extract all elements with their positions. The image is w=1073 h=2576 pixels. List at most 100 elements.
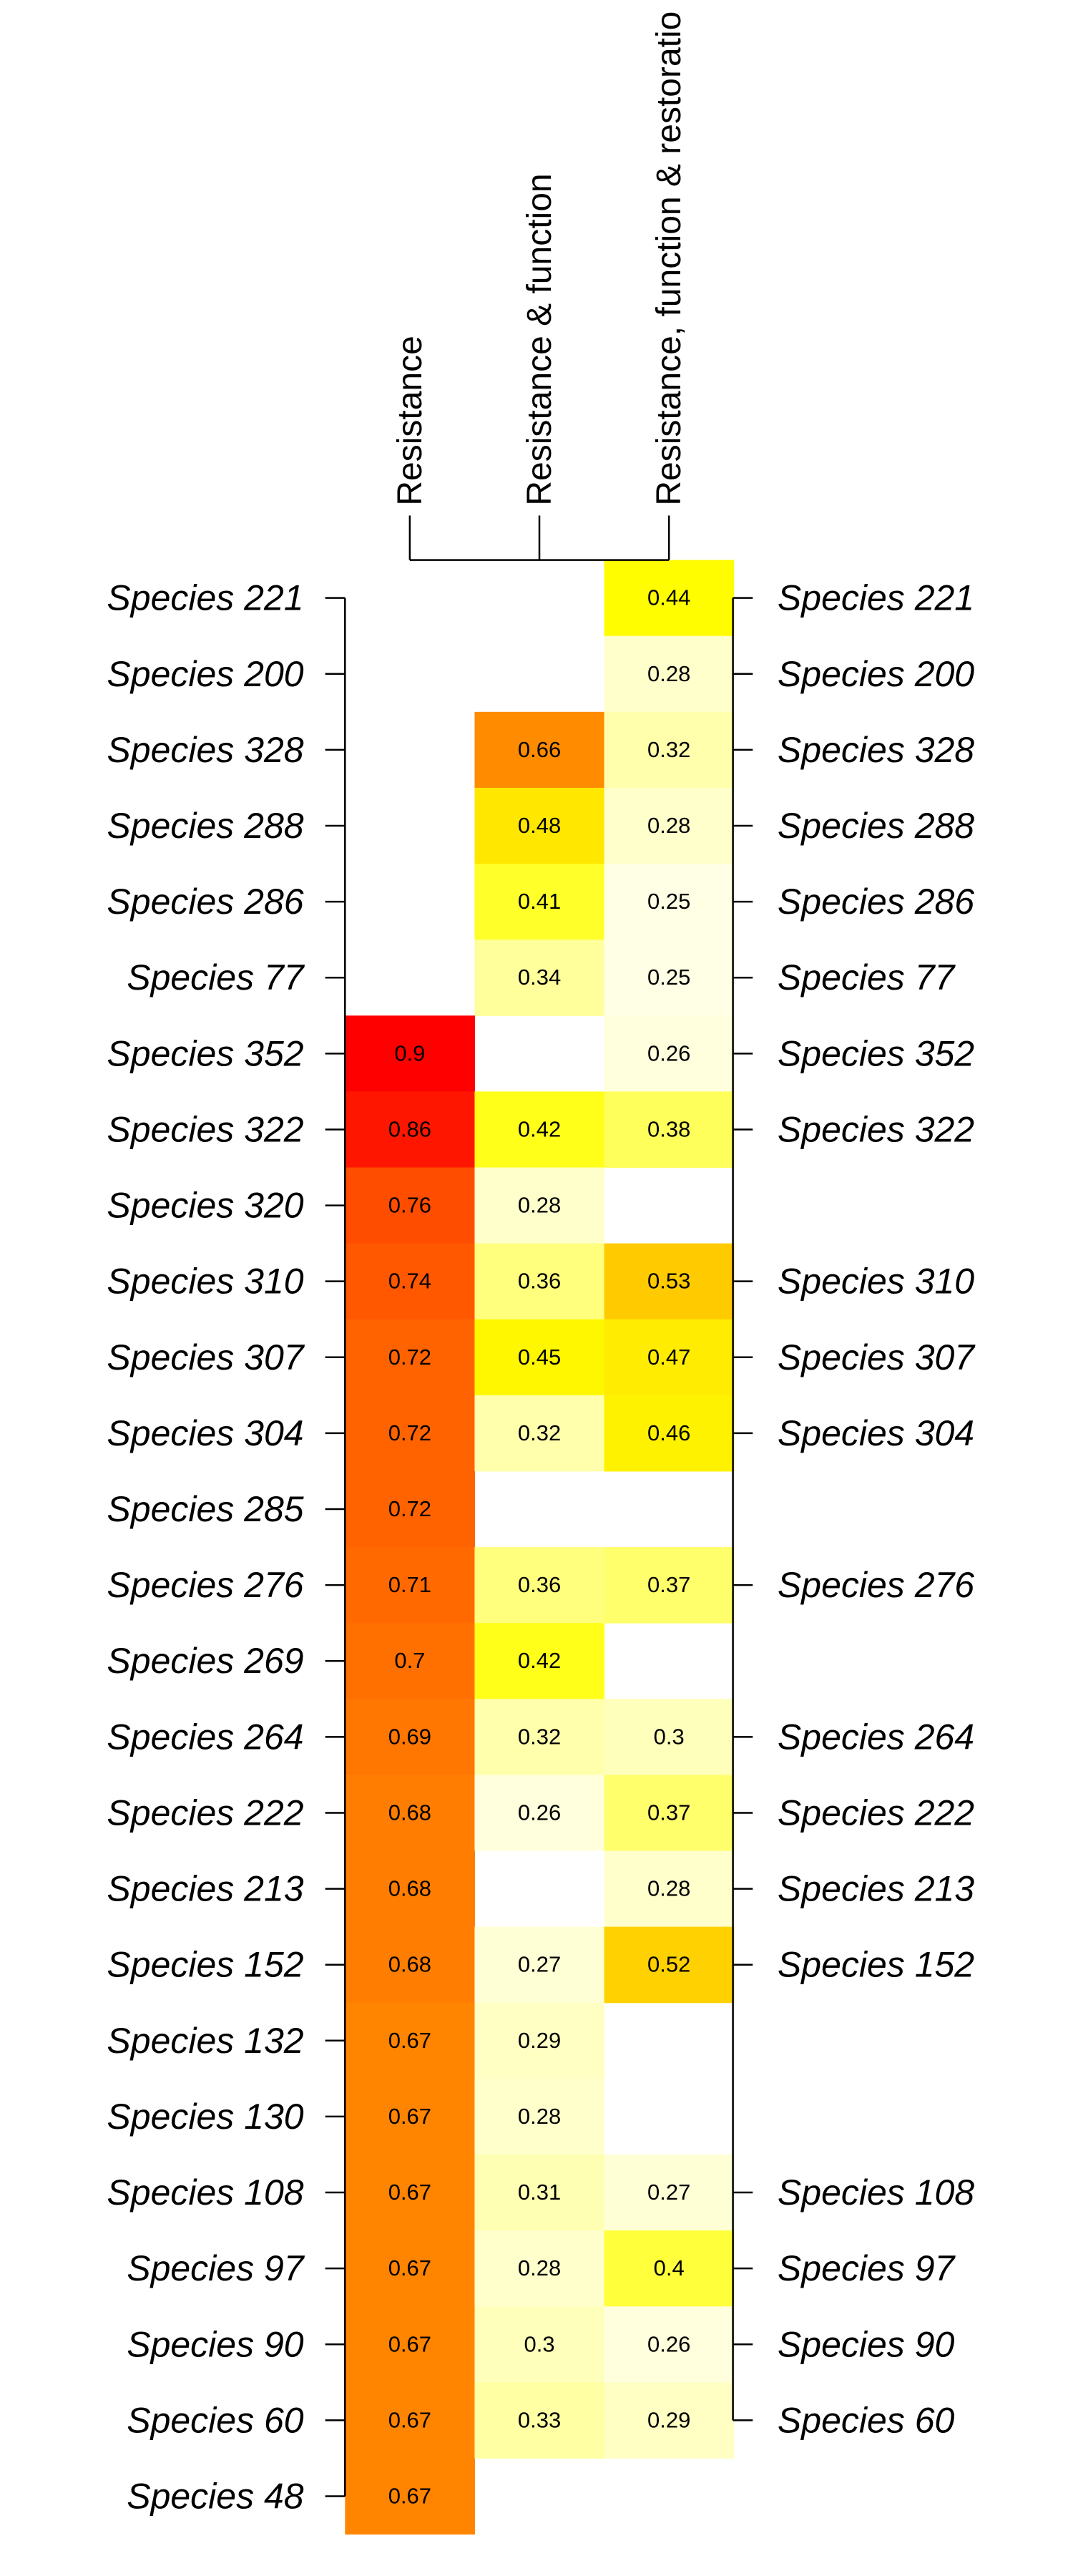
heatmap-cell: [345, 2382, 475, 2459]
cell-value-label: 0.31: [518, 2180, 561, 2205]
cell-value-label: 0.32: [518, 1724, 561, 1749]
heatmap-cell: [474, 1167, 605, 1244]
heatmap-cell: [604, 711, 735, 789]
heatmap-cell: [345, 1850, 475, 1928]
row-label-left: Species 108: [107, 2172, 303, 2212]
cell-value-label: 0.28: [647, 1876, 690, 1901]
row-label-left: Species 97: [127, 2248, 305, 2288]
row-label-left: Species 132: [107, 2021, 303, 2061]
cell-value-label: 0.71: [388, 1572, 431, 1597]
heatmap-cell: [345, 2306, 475, 2383]
heatmap-cell: [474, 2078, 605, 2155]
row-label-left: Species 320: [107, 1186, 303, 1226]
cell-value-label: 0.34: [518, 965, 561, 990]
cell-value-label: 0.42: [518, 1116, 561, 1141]
cell-value-label: 0.36: [518, 1269, 561, 1294]
row-label-right: Species 90: [778, 2324, 955, 2364]
row-label-right: Species 310: [778, 1262, 974, 1302]
row-label-left: Species 221: [107, 578, 303, 618]
cell-value-label: 0.29: [518, 2028, 561, 2053]
row-label-right: Species 322: [778, 1109, 974, 1149]
row-label-left: Species 307: [107, 1337, 305, 1377]
heatmap-cell: [604, 2382, 735, 2459]
cell-value-label: 0.76: [388, 1193, 431, 1218]
heatmap-cell: [345, 2154, 475, 2231]
row-label-left: Species 77: [127, 957, 305, 997]
row-label-left: Species 152: [107, 1945, 303, 1985]
row-label-left: Species 288: [107, 806, 303, 846]
axes: [325, 597, 753, 2497]
heatmap-cell: [474, 2382, 605, 2459]
heatmap-cell: [345, 1926, 475, 2004]
row-label-left: Species 352: [107, 1033, 303, 1073]
heatmap-cell: [345, 2078, 475, 2155]
heatmap-cell: [474, 1395, 605, 1472]
cell-value-label: 0.72: [388, 1345, 431, 1370]
row-label-right: Species 222: [778, 1792, 974, 1833]
heatmap-cell: [474, 1926, 605, 2004]
cell-value-label: 0.67: [388, 2255, 431, 2280]
cell-value-label: 0.36: [518, 1572, 561, 1597]
cell-value-label: 0.38: [647, 1116, 690, 1141]
row-label-left: Species 269: [107, 1641, 303, 1681]
row-label-right: Species 288: [778, 806, 974, 846]
cell-value-label: 0.74: [388, 1269, 431, 1294]
heatmap-cell: [345, 1015, 475, 1092]
cell-value-labels: 0.44 0.28 0.66 0.32 0.48 0.28 0.41 0.25 0.34 0.25…: [388, 585, 691, 2509]
cell-value-label: 0.41: [518, 889, 561, 914]
heatmap-cell: [604, 1015, 735, 1092]
cell-value-label: 0.67: [388, 2028, 431, 2053]
cell-value-label: 0.28: [647, 813, 690, 838]
cell-value-label: 0.25: [647, 889, 690, 914]
row-label-left: Species 60: [127, 2400, 304, 2440]
cell-value-label: 0.72: [388, 1420, 431, 1445]
heatmap-cell: [474, 1699, 605, 1775]
cell-value-label: 0.67: [388, 2407, 431, 2432]
heatmap-cell: [604, 1547, 735, 1624]
cell-value-label: 0.37: [647, 1572, 690, 1597]
cell-value-label: 0.3: [524, 2331, 554, 2356]
row-label-right: Species 352: [778, 1033, 974, 1073]
cell-value-label: 0.69: [388, 1724, 431, 1749]
heatmap-cell: [604, 1395, 735, 1472]
cell-value-label: 0.67: [388, 2104, 431, 2129]
cell-value-label: 0.72: [388, 1496, 431, 1521]
row-label-right: Species 97: [778, 2248, 956, 2288]
heatmap-cell: [345, 1319, 475, 1396]
heatmap-cell: [345, 1775, 475, 1852]
cell-value-label: 0.25: [647, 965, 690, 990]
cell-value-label: 0.26: [647, 1040, 690, 1065]
heatmap-cell: [604, 787, 735, 864]
heatmap-cell: [604, 1243, 735, 1320]
heatmap-cell: [345, 1243, 475, 1320]
row-label-left: Species 130: [107, 2097, 303, 2137]
heatmap-cell: [474, 940, 605, 1016]
heatmap-cell: [604, 1850, 735, 1928]
row-label-left: Species 200: [107, 654, 303, 694]
cell-value-label: 0.66: [518, 737, 561, 762]
left-row-labels: Species 221 Species 200 Species 328 Species…: [107, 578, 305, 2517]
row-label-left: Species 310: [107, 1262, 303, 1302]
cell-value-label: 0.29: [647, 2407, 690, 2432]
heatmap-cell: [604, 1926, 735, 2004]
cell-value-label: 0.67: [388, 2180, 431, 2205]
heatmap-cell: [345, 2458, 475, 2535]
cell-value-label: 0.32: [518, 1420, 561, 1445]
cell-value-label: 0.7: [394, 1648, 425, 1673]
cell-value-label: 0.27: [518, 1952, 561, 1977]
row-label-right: Species 286: [778, 882, 974, 922]
cell-value-label: 0.37: [647, 1800, 690, 1825]
heatmap-cell: [604, 2306, 735, 2383]
heatmap-cell: [474, 864, 605, 940]
row-label-right: Species 264: [778, 1717, 974, 1757]
cell-value-label: 0.33: [518, 2407, 561, 2432]
heatmap-cell: [474, 1243, 605, 1320]
cell-value-label: 0.28: [518, 2104, 561, 2129]
cell-value-label: 0.26: [518, 1800, 561, 1825]
cell-value-label: 0.67: [388, 2483, 431, 2508]
cell-value-label: 0.32: [647, 737, 690, 762]
heatmap-cell: [345, 1623, 475, 1699]
right-row-labels: Species 221 Species 200 Species 328 Species…: [778, 578, 976, 2441]
cell-value-label: 0.26: [647, 2331, 690, 2356]
